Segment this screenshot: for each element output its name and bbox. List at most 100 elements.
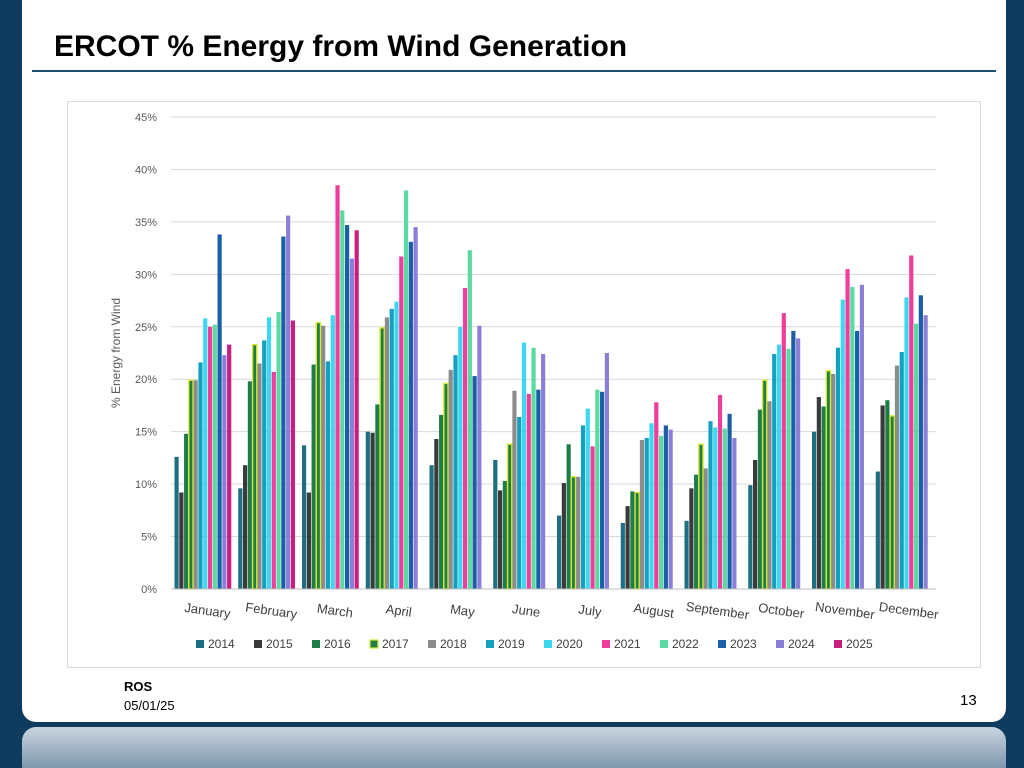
bar-2024-december (923, 315, 928, 589)
legend-label-2018: 2018 (440, 637, 467, 651)
bar-2024-march (349, 258, 354, 589)
bar-2019-june (517, 416, 522, 589)
bar-2015-october (753, 459, 758, 589)
legend-swatch-2016 (312, 640, 320, 648)
bar-2022-april (403, 190, 409, 589)
bar-2016-march (311, 364, 316, 589)
bar-2016-december (885, 400, 890, 589)
bar-2014-october (748, 485, 753, 589)
bar-2016-june (502, 480, 507, 589)
bar-2014-june (493, 459, 498, 589)
bar-2025-february (290, 320, 296, 589)
bar-2018-may (448, 369, 453, 589)
legend-label-2025: 2025 (846, 637, 873, 651)
bar-2023-november (855, 330, 860, 589)
legend-swatch-2025 (834, 640, 842, 648)
bar-2020-march (330, 315, 335, 589)
bar-2023-june (536, 389, 541, 589)
y-axis-label: % Energy from Wind (109, 298, 123, 408)
bar-2015-march (306, 492, 311, 589)
bar-2018-november (831, 373, 836, 589)
legend-swatch-2014 (196, 640, 204, 648)
y-tick-label: 15% (135, 427, 157, 439)
bar-2014-november (811, 431, 817, 589)
bar-2020-august (649, 423, 654, 589)
x-tick-label: January (184, 600, 232, 621)
bar-2023-july (600, 391, 605, 589)
bar-2022-september (722, 428, 727, 589)
bar-2017-may (443, 382, 449, 590)
bar-2020-november (840, 299, 845, 589)
bar-2014-february (238, 488, 243, 589)
bar-2022-may (467, 250, 472, 589)
legend-swatch-2022 (660, 640, 668, 648)
bar-2016-may (439, 414, 444, 589)
bar-2014-december (875, 471, 880, 589)
bar-2017-march (315, 321, 322, 590)
bar-2016-july (566, 444, 571, 589)
bar-2016-september (694, 474, 699, 589)
legend-swatch-2015 (254, 640, 262, 648)
bar-2014-july (556, 515, 562, 589)
bar-2017-september (698, 443, 704, 590)
y-tick-label: 45% (135, 112, 157, 124)
bar-2022-july (595, 389, 600, 589)
x-tick-label: December (878, 599, 940, 622)
bar-2022-august (658, 435, 664, 589)
bar-2018-march (321, 325, 326, 589)
bar-2015-april (370, 432, 375, 589)
bar-2020-february (266, 317, 272, 589)
bar-2016-october (757, 409, 762, 589)
x-tick-label: September (685, 599, 751, 623)
legend-label-2020: 2020 (556, 637, 583, 651)
bar-2021-september (717, 394, 723, 589)
bar-2019-october (772, 354, 777, 589)
bar-2021-october (781, 313, 786, 589)
bar-2024-october (796, 338, 801, 589)
bar-2019-december (899, 351, 904, 589)
bar-2014-march (301, 445, 307, 589)
bar-2024-may (477, 325, 482, 589)
legend-swatch-2021 (602, 640, 610, 648)
bar-2023-august (663, 425, 668, 589)
bar-2021-june (526, 393, 531, 589)
x-tick-label: March (316, 601, 354, 621)
bottom-decorative-bar (22, 727, 1006, 768)
bar-2018-february (257, 363, 262, 589)
legend-swatch-2017 (369, 639, 379, 649)
bar-2020-october (776, 344, 782, 589)
bar-2017-july (570, 476, 577, 590)
bar-2017-january (188, 379, 194, 590)
bar-2023-october (791, 330, 796, 589)
bar-2022-march (340, 210, 345, 589)
bar-2022-december (913, 323, 919, 589)
legend-label-2021: 2021 (614, 637, 641, 651)
bar-2025-march (354, 230, 359, 589)
x-tick-label: October (757, 600, 806, 621)
bar-2018-august (639, 440, 645, 589)
bar-2018-december (894, 365, 900, 589)
footer-organization: ROS (124, 679, 153, 694)
bar-2015-may (434, 439, 439, 589)
legend-label-2017: 2017 (382, 637, 409, 651)
legend-label-2015: 2015 (266, 637, 293, 651)
legend-label-2022: 2022 (672, 637, 699, 651)
x-tick-label: May (449, 601, 476, 619)
x-tick-label: June (511, 601, 541, 620)
y-tick-label: 0% (141, 584, 157, 596)
bar-2022-october (786, 348, 791, 589)
legend-label-2016: 2016 (324, 637, 351, 651)
bar-2018-april (384, 317, 390, 589)
title-divider (32, 70, 996, 72)
x-tick-label: February (244, 599, 298, 621)
bar-2015-august (625, 506, 630, 589)
bar-2021-march (335, 185, 340, 589)
bar-2017-june (506, 443, 513, 590)
legend-swatch-2023 (718, 640, 726, 648)
y-tick-label: 30% (135, 269, 157, 281)
bar-2019-january (198, 362, 203, 589)
legend-label-2024: 2024 (788, 637, 815, 651)
bar-2018-october (767, 401, 772, 589)
x-tick-label: November (814, 599, 876, 622)
bar-2016-november (821, 406, 826, 589)
